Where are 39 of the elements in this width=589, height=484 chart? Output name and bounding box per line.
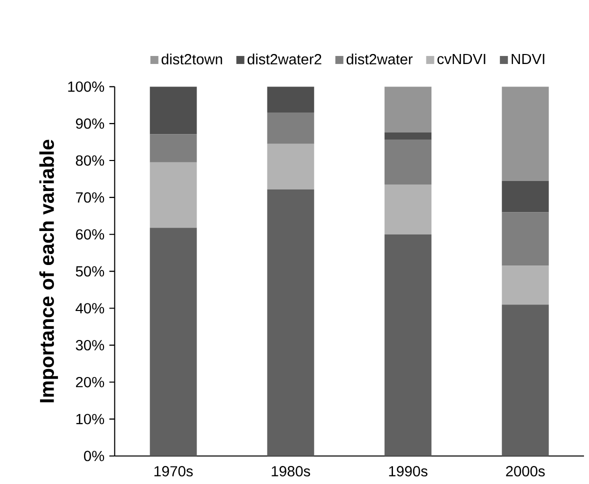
x-tick-label: 1990s <box>389 466 428 476</box>
x-tick-label: 2000s <box>506 466 545 476</box>
y-tick-label: 50% <box>76 266 104 277</box>
bar <box>502 180 549 212</box>
y-tick-label: 30% <box>76 340 104 350</box>
bar <box>384 86 432 132</box>
bar <box>150 162 197 228</box>
bar <box>384 132 432 140</box>
bar <box>502 86 549 181</box>
legend-label: dist2water <box>346 54 413 64</box>
bar <box>384 184 432 234</box>
bar <box>384 140 432 185</box>
y-tick-label: 10% <box>76 414 104 424</box>
x-tick-label: 1970s <box>154 466 193 476</box>
y-tick-label: 0% <box>84 450 104 462</box>
legend-label: NDVI <box>512 54 544 64</box>
bar <box>267 86 314 113</box>
y-axis-title: Importance of each variable <box>39 140 58 402</box>
y-tick-label: 40% <box>76 303 104 314</box>
bar <box>502 266 549 305</box>
legend-label: dist2town <box>162 54 222 64</box>
bar <box>267 144 314 190</box>
legend-label: cvNDVI <box>437 54 486 64</box>
bar <box>384 234 432 456</box>
y-tick-label: 60% <box>76 229 104 240</box>
bar <box>150 134 197 162</box>
bar <box>150 86 197 134</box>
bar <box>502 304 549 456</box>
x-tick-label: 1980s <box>272 466 310 476</box>
y-tick-label: 90% <box>76 118 104 129</box>
bar <box>150 228 197 456</box>
legend-label: dist2water2 <box>248 54 322 64</box>
y-tick-label: 20% <box>76 376 104 388</box>
bar <box>267 189 314 456</box>
bar <box>267 112 314 144</box>
y-tick-label: 80% <box>76 155 104 166</box>
y-tick-label: 70% <box>76 192 104 203</box>
y-tick-label: 100% <box>68 81 104 92</box>
bar <box>502 212 549 266</box>
